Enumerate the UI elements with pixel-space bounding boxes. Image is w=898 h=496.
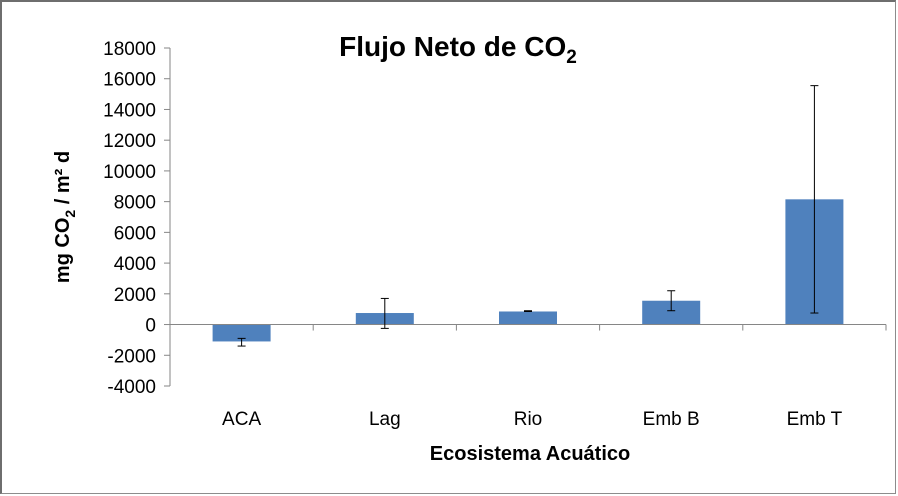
y-tick-label: 10000 [103,162,156,183]
x-category-label: Lag [369,409,401,430]
y-tick-label: 12000 [103,131,156,152]
y-tick-label: 2000 [114,285,156,306]
plot-area: -4000 -2000 0 2000 4000 6000 8000 10000 12000 140… [103,39,887,430]
x-category-label: Emb T [787,409,843,430]
chart-title-main: Flujo Neto de CO [339,31,566,62]
x-axis-title: Ecosistema Acuático [430,443,630,465]
chart-title: Flujo Neto de CO2 [339,31,577,68]
y-axis-title: mg CO2 / m² d [52,151,78,283]
y-tick-label: 16000 [103,70,156,91]
y-tick-label: 14000 [103,100,156,121]
y-axis-title-subscript: 2 [62,210,78,218]
y-tick-label: 8000 [114,193,156,214]
chart-title-subscript: 2 [566,47,577,68]
y-tick-label: -2000 [107,346,156,367]
y-tick-label: 18000 [103,39,156,60]
y-axis-title-part1: mg CO [52,218,74,284]
bar [499,311,557,325]
x-category-label: Emb B [643,409,700,430]
y-tick-label: 4000 [114,254,156,275]
y-tick-label: 6000 [114,223,156,244]
x-category-label: ACA [222,409,261,430]
x-category-label: Rio [514,409,543,430]
bar [642,300,701,325]
bar [212,324,271,342]
y-tick-label: 0 [145,316,156,337]
y-tick-label: -4000 [107,377,156,398]
y-axis-title-part2: / m² d [52,151,74,210]
